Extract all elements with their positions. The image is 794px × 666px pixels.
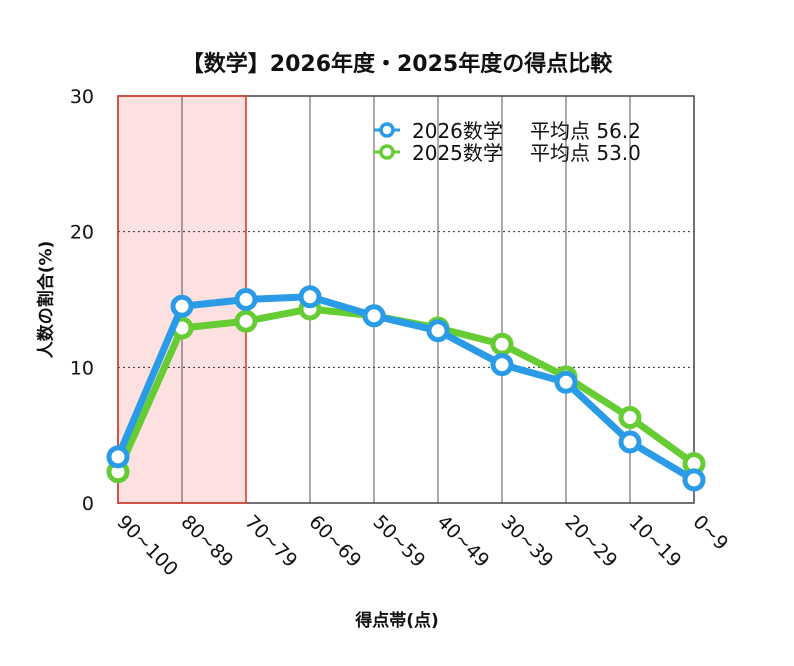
y-tick-label: 10 (70, 357, 94, 379)
x-tick-label: 0~9 (688, 511, 732, 555)
y-axis-label: 人数の割合(%) (36, 240, 57, 359)
x-tick-label: 50~59 (368, 511, 429, 572)
y-tick-label: 20 (70, 222, 94, 244)
data-point (234, 309, 258, 333)
x-tick-label: 80~89 (176, 511, 237, 572)
data-point (490, 353, 514, 377)
chart-title: 【数学】2026年度・2025年度の得点比較 (181, 52, 613, 77)
x-axis-label: 得点帯(点) (355, 611, 439, 631)
x-tick-label: 30~39 (496, 511, 557, 572)
x-tick-label: 10~19 (624, 511, 685, 572)
data-point (362, 304, 386, 328)
legend-marker (379, 144, 395, 160)
legend-label: 2026数学 (412, 119, 503, 143)
data-point (682, 468, 706, 492)
x-tick-label: 60~69 (304, 511, 365, 572)
data-point (490, 332, 514, 356)
legend-marker (379, 122, 395, 138)
x-tick-label: 90~100 (112, 511, 182, 581)
legend-average: 平均点 56.2 (530, 119, 641, 143)
y-tick-label: 30 (70, 86, 94, 108)
legend-average: 平均点 53.0 (530, 141, 641, 165)
series-line (114, 293, 698, 484)
x-tick-label: 40~49 (432, 511, 493, 572)
x-tick-label: 20~29 (560, 511, 621, 572)
data-point (554, 370, 578, 394)
legend-label: 2025数学 (412, 141, 503, 165)
data-point (298, 285, 322, 309)
x-tick-label: 70~79 (240, 511, 301, 572)
y-tick-label: 0 (82, 493, 94, 515)
data-point (234, 288, 258, 311)
data-point (618, 406, 642, 430)
data-point (106, 445, 130, 469)
data-point (618, 430, 642, 454)
data-point (426, 319, 450, 343)
data-point (170, 294, 194, 318)
